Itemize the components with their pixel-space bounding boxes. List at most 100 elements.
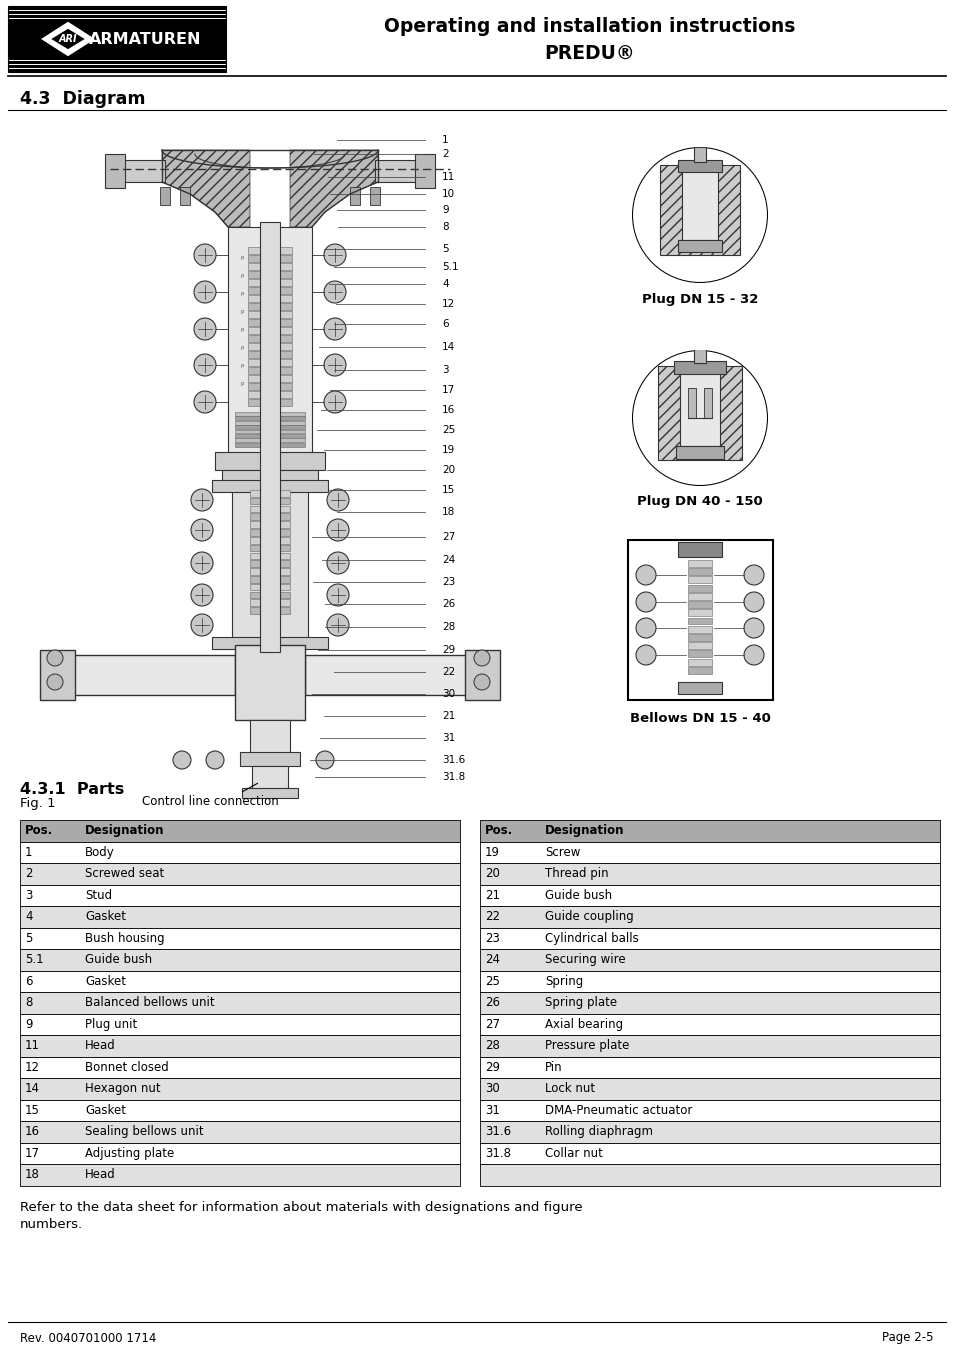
Text: 29: 29 (441, 645, 455, 655)
Circle shape (324, 392, 346, 413)
Bar (248, 310, 292, 317)
Text: Pos.: Pos. (484, 825, 513, 837)
Bar (479, 992, 939, 1014)
Text: 21: 21 (484, 888, 499, 902)
Text: Thread pin: Thread pin (544, 867, 608, 880)
Bar (687, 667, 711, 674)
Bar (687, 593, 711, 599)
Text: p: p (240, 309, 244, 313)
Circle shape (315, 751, 334, 769)
Text: 12: 12 (441, 298, 455, 309)
Bar (687, 643, 711, 649)
Circle shape (193, 244, 215, 266)
Bar (20, 949, 459, 971)
Bar (687, 601, 711, 608)
Bar (20, 884, 459, 906)
Bar (248, 335, 292, 342)
Text: 29: 29 (484, 1061, 499, 1073)
Text: Securing wire: Securing wire (544, 953, 625, 967)
Bar (250, 608, 290, 614)
Bar (693, 348, 705, 363)
Text: 6: 6 (25, 975, 32, 988)
Circle shape (327, 489, 349, 512)
Circle shape (172, 751, 191, 769)
Circle shape (324, 281, 346, 302)
Text: Pin: Pin (544, 1061, 562, 1073)
Bar (248, 302, 292, 309)
Text: 25: 25 (484, 975, 499, 988)
Bar (250, 568, 290, 575)
Circle shape (193, 354, 215, 377)
Polygon shape (659, 165, 740, 255)
Text: 11: 11 (25, 1040, 40, 1052)
Bar (248, 400, 292, 406)
Bar (687, 634, 711, 641)
Bar (234, 429, 305, 433)
Bar (676, 446, 723, 459)
Text: 19: 19 (484, 845, 499, 859)
Bar (20, 1014, 459, 1035)
Bar (479, 863, 939, 884)
Text: Guide bush: Guide bush (544, 888, 612, 902)
Bar (370, 188, 379, 205)
Bar (248, 296, 292, 302)
Bar (180, 188, 190, 205)
Text: Spring: Spring (544, 975, 582, 988)
Text: 4.3.1  Parts: 4.3.1 Parts (20, 783, 124, 798)
Bar (248, 288, 292, 294)
Text: Control line connection: Control line connection (141, 795, 278, 809)
Circle shape (324, 354, 346, 377)
Bar (212, 481, 328, 491)
Text: Rev. 0040701000 1714: Rev. 0040701000 1714 (20, 1331, 156, 1345)
Text: p: p (240, 381, 244, 386)
Text: Bonnet closed: Bonnet closed (85, 1061, 169, 1073)
Text: 17: 17 (25, 1146, 40, 1160)
Bar (20, 1099, 459, 1120)
Bar (20, 927, 459, 949)
Text: 20: 20 (484, 867, 499, 880)
Text: DMA-Pneumatic actuator: DMA-Pneumatic actuator (544, 1104, 692, 1116)
Bar (234, 645, 305, 720)
Circle shape (327, 585, 349, 606)
Bar (687, 625, 711, 633)
Text: 15: 15 (441, 485, 455, 495)
Bar (20, 863, 459, 884)
Circle shape (191, 489, 213, 512)
Text: p: p (240, 290, 244, 296)
Bar (212, 637, 328, 649)
Circle shape (631, 350, 767, 486)
Circle shape (47, 649, 63, 666)
Text: p: p (240, 363, 244, 367)
Text: 16: 16 (441, 405, 455, 414)
Bar (248, 319, 292, 325)
Bar (681, 170, 718, 240)
Text: Fig. 1: Fig. 1 (20, 798, 55, 810)
Bar (160, 188, 170, 205)
Bar (415, 154, 435, 188)
Bar (250, 583, 290, 590)
Bar (479, 1079, 939, 1099)
Bar (20, 1120, 459, 1142)
Text: p: p (240, 273, 244, 278)
Bar (250, 591, 290, 598)
Text: p: p (240, 344, 244, 350)
Bar (248, 327, 292, 333)
Bar (248, 255, 292, 262)
Text: Screw: Screw (544, 845, 579, 859)
Text: 22: 22 (484, 910, 499, 923)
Text: Plug DN 40 - 150: Plug DN 40 - 150 (637, 495, 762, 509)
Text: 5: 5 (25, 931, 32, 945)
Text: Guide bush: Guide bush (85, 953, 152, 967)
Circle shape (206, 751, 224, 769)
Bar (20, 1142, 459, 1164)
Bar (687, 659, 711, 666)
Circle shape (193, 281, 215, 302)
Text: 15: 15 (25, 1104, 40, 1116)
Bar (350, 188, 359, 205)
Text: 22: 22 (441, 667, 455, 676)
Text: 11: 11 (441, 171, 455, 182)
Bar (234, 412, 305, 416)
Text: 28: 28 (484, 1040, 499, 1052)
Bar (250, 560, 290, 567)
Text: 24: 24 (484, 953, 499, 967)
